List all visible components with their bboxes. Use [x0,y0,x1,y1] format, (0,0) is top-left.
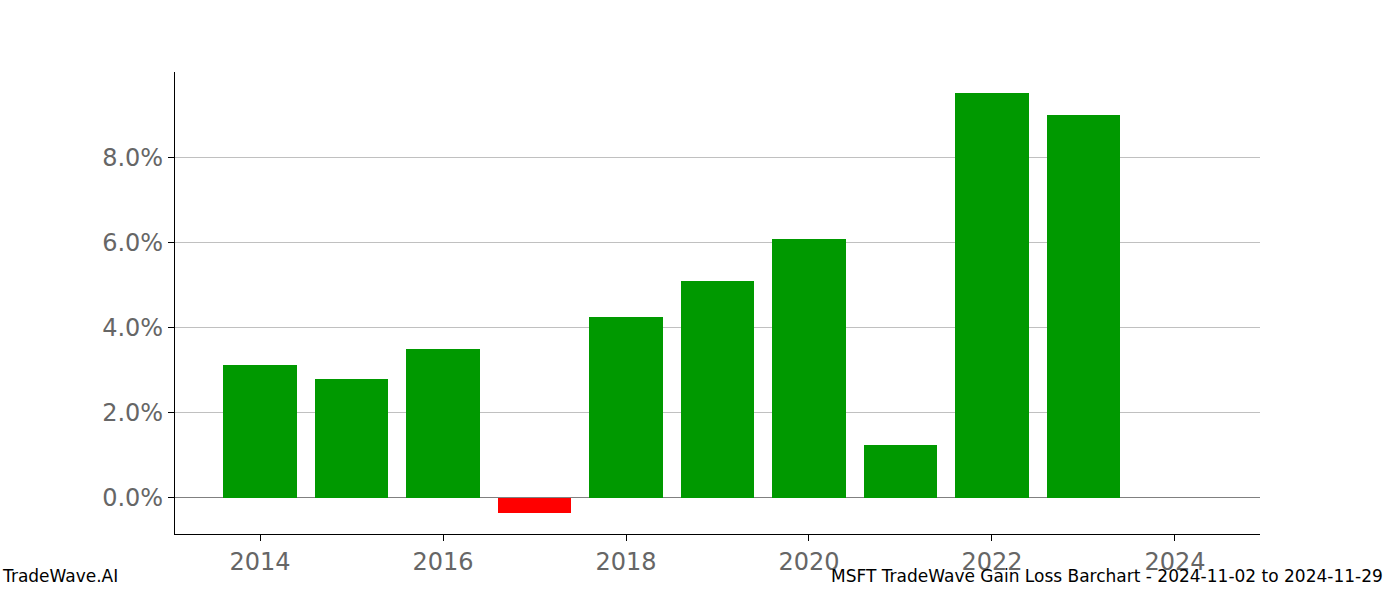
svg-text:0.0%: 0.0% [102,484,163,512]
svg-text:4.0%: 4.0% [102,314,163,342]
svg-text:2.0%: 2.0% [102,399,163,427]
svg-text:2024: 2024 [1144,548,1205,576]
svg-text:8.0%: 8.0% [102,144,163,172]
svg-text:2020: 2020 [778,548,839,576]
svg-text:6.0%: 6.0% [102,229,163,257]
svg-text:2018: 2018 [595,548,656,576]
svg-text:MSFT TradeWave Gain Loss Barch: MSFT TradeWave Gain Loss Barchart - 2024… [831,566,1383,586]
svg-text:2014: 2014 [230,548,291,576]
svg-text:TradeWave.AI: TradeWave.AI [2,566,118,586]
svg-text:2022: 2022 [961,548,1022,576]
svg-text:2016: 2016 [413,548,474,576]
